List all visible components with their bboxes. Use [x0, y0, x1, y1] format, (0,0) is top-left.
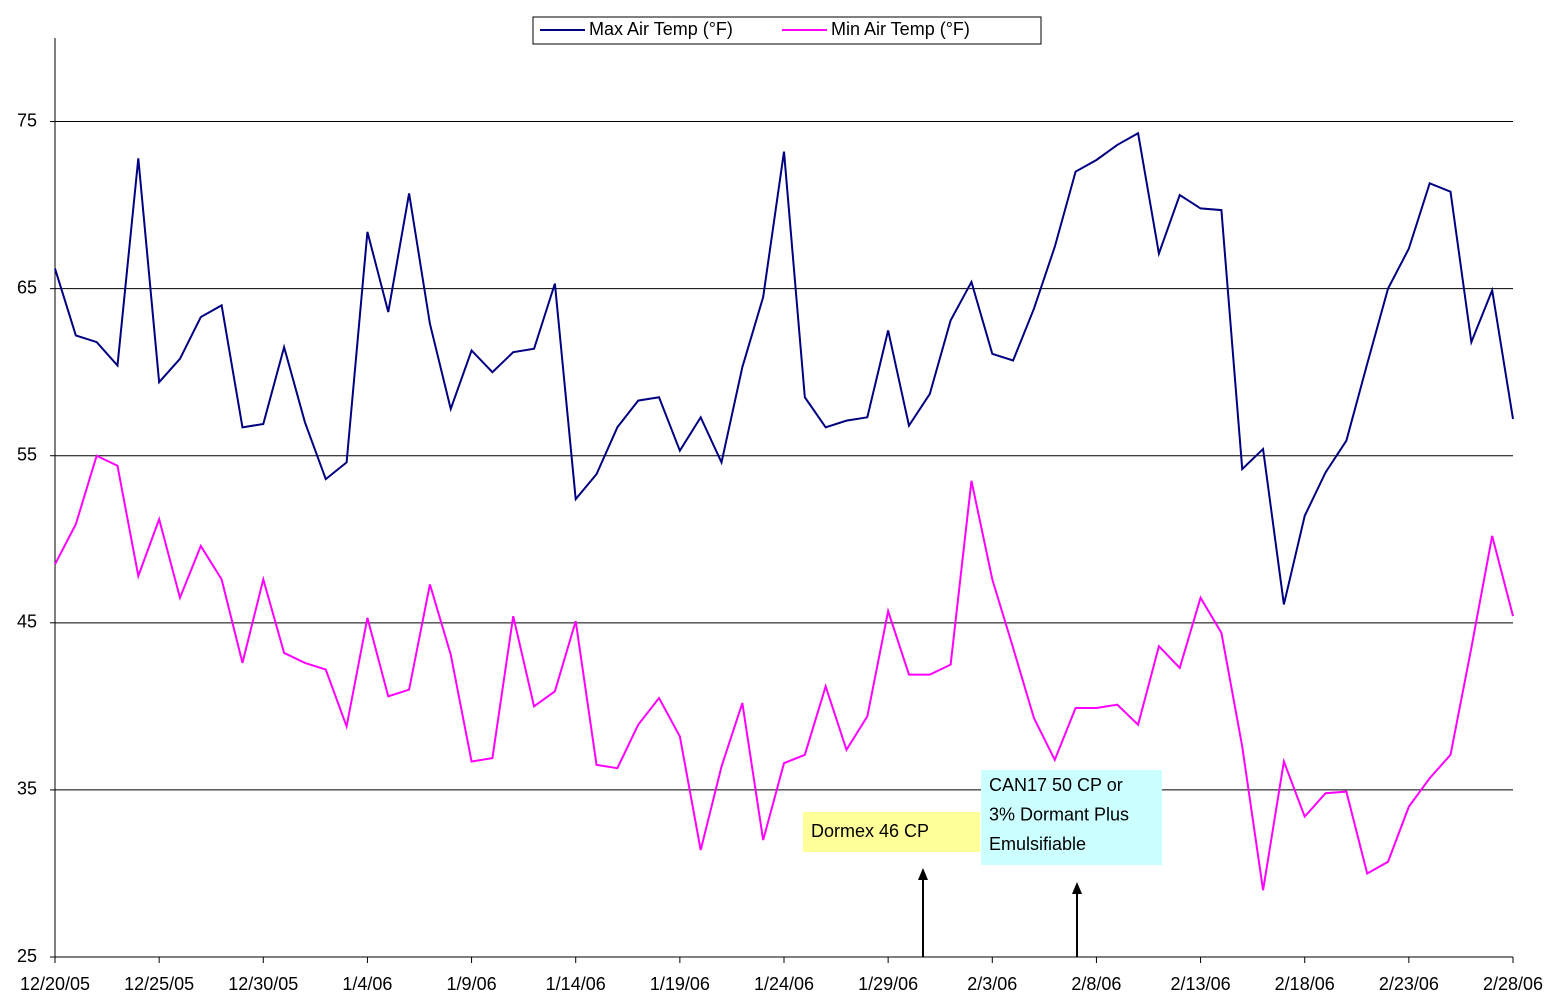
x-tick-label: 1/29/06 — [858, 974, 918, 994]
arrow-head — [1072, 882, 1082, 894]
y-tick-label: 65 — [17, 277, 37, 297]
annotation-box — [803, 812, 980, 852]
y-tick-label: 25 — [17, 946, 37, 966]
x-tick-label: 2/3/06 — [967, 974, 1017, 994]
data-line — [54, 131, 1514, 605]
legend-label: Min Air Temp (°F) — [831, 19, 970, 39]
x-tick-label: 1/4/06 — [342, 974, 392, 994]
legend-label: Max Air Temp (°F) — [589, 19, 733, 39]
legend-box — [532, 16, 1042, 45]
x-tick-label: 12/25/05 — [124, 974, 194, 994]
x-tick-label: 2/23/06 — [1379, 974, 1439, 994]
annotation-text: CAN17 50 CP or — [989, 775, 1123, 795]
x-tick-label: 1/14/06 — [546, 974, 606, 994]
x-tick-label: 1/24/06 — [754, 974, 814, 994]
x-tick-label: 2/18/06 — [1275, 974, 1335, 994]
y-tick-label: 55 — [17, 444, 37, 464]
annotation-box — [981, 770, 1162, 865]
annotation-text: 3% Dormant Plus — [989, 804, 1129, 824]
x-tick-label: 12/20/05 — [20, 974, 90, 994]
x-tick-label: 2/28/06 — [1483, 974, 1543, 994]
annotation-text: Emulsifiable — [989, 834, 1086, 854]
x-tick-label: 2/8/06 — [1071, 974, 1121, 994]
y-tick-label: 75 — [17, 110, 37, 130]
arrow-head — [918, 868, 928, 880]
x-tick-label: 12/30/05 — [228, 974, 298, 994]
annotation-text: Dormex 46 CP — [811, 821, 929, 841]
y-tick-label: 45 — [17, 612, 37, 632]
x-tick-label: 1/19/06 — [650, 974, 710, 994]
y-tick-label: 35 — [17, 779, 37, 799]
x-tick-label: 1/9/06 — [447, 974, 497, 994]
x-tick-label: 2/13/06 — [1171, 974, 1231, 994]
data-line — [54, 454, 1514, 891]
